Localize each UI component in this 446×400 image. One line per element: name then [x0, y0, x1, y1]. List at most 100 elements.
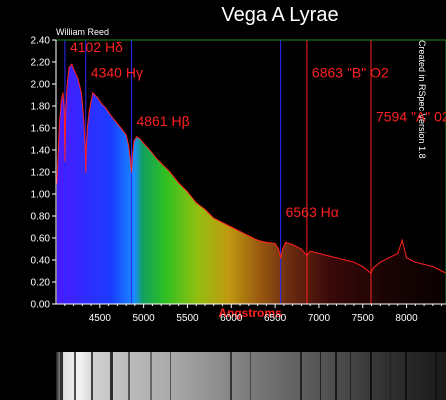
data-point — [406, 257, 408, 259]
data-point — [423, 263, 425, 265]
data-point — [156, 158, 158, 160]
data-point — [87, 125, 89, 127]
x-tick-label: 5500 — [176, 313, 199, 324]
data-point — [109, 114, 111, 116]
data-point — [344, 259, 346, 261]
strip-band — [110, 352, 113, 400]
y-tick-label: 0.40 — [31, 256, 51, 267]
y-tick-label: 1.00 — [31, 190, 51, 201]
y-tick-label: 1.20 — [31, 168, 51, 179]
data-point — [265, 241, 267, 243]
strip-band — [370, 352, 372, 400]
data-point — [300, 248, 302, 250]
data-point — [186, 191, 189, 193]
data-point — [63, 110, 65, 113]
data-point — [101, 103, 103, 105]
strip-band — [128, 352, 130, 400]
strip-band — [300, 352, 302, 400]
x-tick-label: 6500 — [264, 313, 287, 324]
x-tick-label: 7500 — [352, 313, 375, 324]
data-point — [221, 222, 224, 224]
data-point — [318, 252, 320, 254]
data-point — [85, 147, 87, 149]
strip-band — [320, 352, 321, 400]
annotation-label: 7594 "A" 02 — [376, 108, 446, 124]
data-point — [80, 92, 82, 94]
data-point — [147, 147, 149, 149]
strip-band — [335, 352, 337, 400]
data-point — [136, 136, 138, 138]
strip-band — [435, 352, 437, 400]
data-point — [285, 241, 287, 243]
x-axis-label: Angstroms — [218, 306, 282, 320]
data-point — [432, 266, 434, 268]
spectrum-fill — [56, 64, 446, 304]
data-point — [65, 116, 67, 118]
data-point — [131, 156, 133, 158]
data-point — [56, 182, 58, 184]
strip-band — [230, 352, 232, 400]
data-point — [92, 92, 94, 94]
data-point — [441, 270, 443, 272]
x-tick-label: 5000 — [133, 313, 156, 324]
data-point — [58, 121, 61, 124]
y-tick-label: 2.00 — [31, 80, 51, 91]
data-point — [64, 160, 66, 162]
data-point — [414, 261, 416, 263]
data-point — [62, 92, 64, 94]
strip-band — [170, 352, 171, 400]
strip-band — [420, 352, 421, 400]
data-point — [370, 272, 372, 274]
data-point — [204, 208, 206, 210]
strip-band — [74, 352, 76, 400]
data-point — [306, 255, 308, 257]
annotation-label: 4861 Hβ — [136, 113, 189, 129]
data-point — [292, 244, 294, 246]
data-point — [60, 99, 62, 102]
data-point — [257, 239, 259, 241]
data-point — [239, 230, 241, 232]
data-point — [73, 70, 75, 72]
strip-band — [405, 352, 407, 400]
annotation-label: 4102 Hδ — [70, 39, 123, 55]
data-point — [129, 160, 132, 162]
data-point — [397, 252, 399, 254]
data-point — [139, 138, 141, 140]
data-point — [280, 257, 282, 259]
data-point — [379, 261, 381, 263]
x-tick-label: 4500 — [89, 313, 112, 324]
y-tick-label: 1.40 — [31, 146, 51, 157]
y-tick-label: 0.60 — [31, 234, 51, 245]
data-point — [401, 239, 403, 241]
annotation-label: 6863 "B" O2 — [312, 64, 389, 80]
author-label: William Reed — [56, 27, 110, 37]
data-point — [105, 107, 107, 109]
data-point — [85, 171, 87, 173]
data-point — [335, 257, 337, 259]
data-point — [128, 145, 130, 147]
data-point — [230, 226, 232, 228]
strip-band — [350, 352, 351, 400]
y-tick-label: 2.20 — [31, 58, 51, 69]
data-point — [130, 171, 133, 173]
data-point — [410, 259, 412, 261]
annotation-label: 6563 Hα — [286, 204, 339, 220]
data-point — [169, 171, 171, 173]
data-point — [66, 85, 68, 87]
data-point — [143, 142, 145, 144]
x-tick-label: 6000 — [220, 313, 243, 324]
y-tick-label: 1.80 — [31, 102, 51, 113]
y-tick-label: 2.40 — [31, 36, 51, 47]
annotation-label: 4340 Hγ — [91, 64, 143, 80]
strip-band — [150, 352, 152, 400]
y-tick-label: 1.60 — [31, 124, 51, 135]
data-point — [77, 77, 79, 80]
data-point — [372, 267, 374, 269]
data-point — [248, 235, 250, 237]
data-point — [327, 255, 329, 257]
y-tick-label: 0.20 — [31, 278, 51, 289]
page-title: Vega A Lyrae — [221, 4, 339, 26]
data-point — [120, 127, 122, 129]
data-point — [115, 120, 117, 122]
